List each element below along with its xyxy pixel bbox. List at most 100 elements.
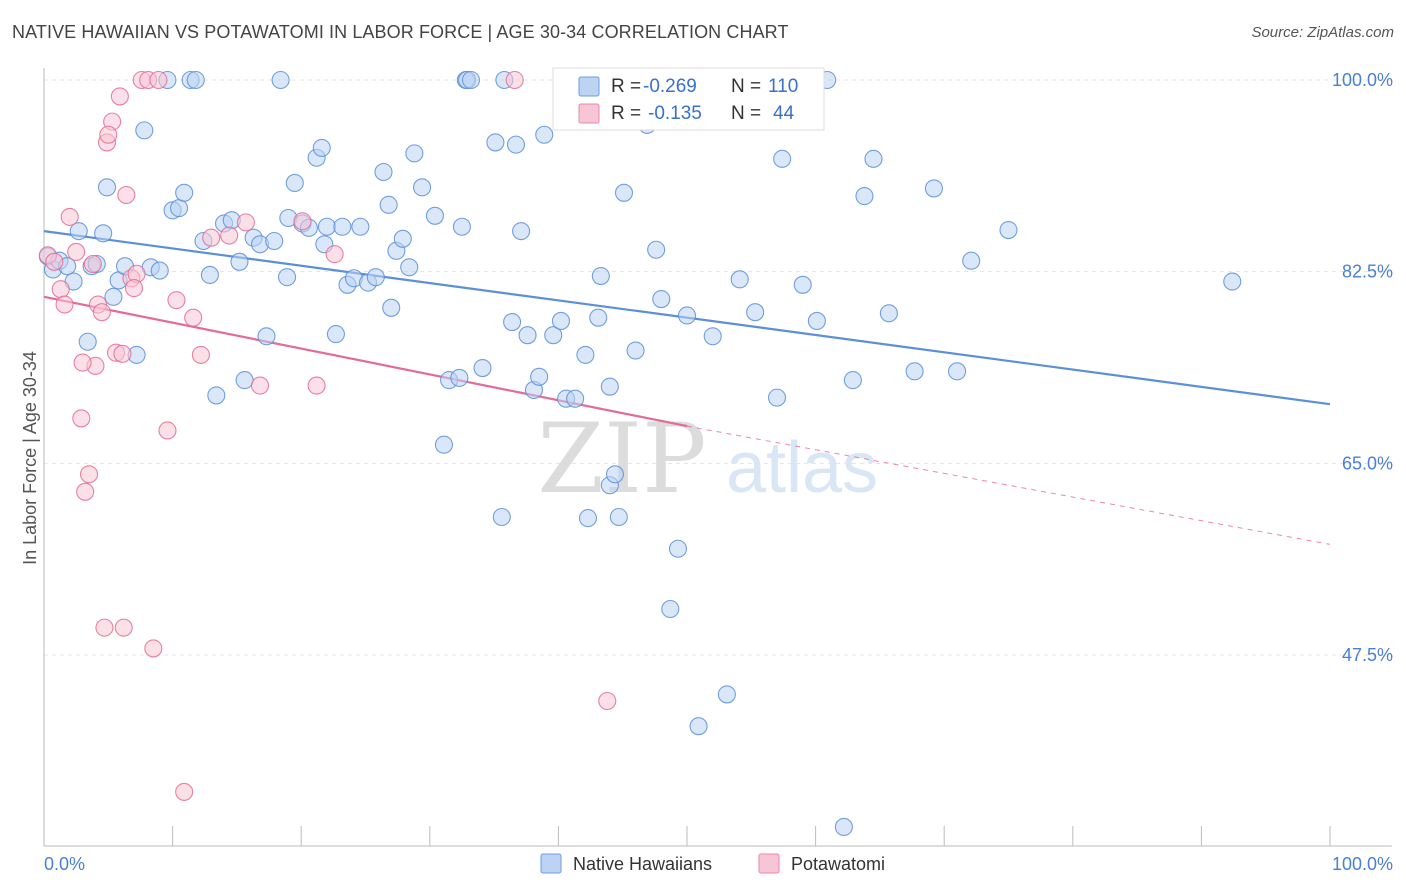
point-native-hawaiians-92 <box>689 717 708 736</box>
point-native-hawaiians-54 <box>400 258 419 277</box>
point-native-hawaiians-109 <box>1223 272 1242 291</box>
y-tick-label-1: 65.0% <box>1342 453 1393 473</box>
point-potawatomi-31 <box>202 228 221 247</box>
point-potawatomi-41 <box>99 125 118 144</box>
point-native-hawaiians-65 <box>473 358 492 378</box>
point-native-hawaiians-103 <box>879 304 898 323</box>
point-native-hawaiians-76 <box>551 311 571 331</box>
data-points <box>38 70 1242 837</box>
point-native-hawaiians-33 <box>257 327 276 346</box>
point-native-hawaiians-34 <box>265 231 284 251</box>
point-native-hawaiians-67 <box>492 507 511 527</box>
legend-label-potawatomi: Potawatomi <box>791 854 885 874</box>
point-native-hawaiians-17 <box>150 261 169 280</box>
watermark: ZIP atlas <box>537 403 878 515</box>
point-native-hawaiians-20 <box>169 199 189 218</box>
stats-swatch-native-hawaiians <box>578 76 600 97</box>
y-tick-label-3: 100.0% <box>1332 70 1393 90</box>
point-potawatomi-25 <box>149 70 168 90</box>
tick-labels: 47.5% 65.0% 82.5% 100.0% 0.0% 100.0% <box>44 70 1393 874</box>
point-native-hawaiians-81 <box>589 308 608 327</box>
point-native-hawaiians-26 <box>207 386 226 405</box>
point-native-hawaiians-75 <box>544 326 563 345</box>
point-native-hawaiians-115 <box>703 327 722 346</box>
point-native-hawaiians-112 <box>834 817 853 837</box>
point-native-hawaiians-70 <box>512 222 531 241</box>
point-native-hawaiians-119 <box>278 268 297 287</box>
point-native-hawaiians-101 <box>855 187 874 206</box>
point-potawatomi-5 <box>67 242 86 262</box>
point-potawatomi-4 <box>60 207 79 226</box>
point-potawatomi-30 <box>191 345 210 364</box>
point-native-hawaiians-89 <box>647 240 666 259</box>
y-tick-label-0: 47.5% <box>1342 645 1393 665</box>
point-native-hawaiians-64 <box>461 70 481 90</box>
point-native-hawaiians-35 <box>271 70 290 90</box>
point-native-hawaiians-110 <box>652 289 671 309</box>
stats-r-label-1: R = <box>611 76 641 97</box>
point-native-hawaiians-25 <box>200 265 219 285</box>
point-potawatomi-6 <box>72 409 91 428</box>
point-native-hawaiians-78 <box>566 389 585 408</box>
stats-n-label-1: N = <box>731 76 761 97</box>
point-potawatomi-26 <box>158 421 177 440</box>
point-potawatomi-37 <box>325 245 344 264</box>
point-native-hawaiians-47 <box>351 217 370 236</box>
point-native-hawaiians-57 <box>425 206 444 225</box>
point-potawatomi-32 <box>220 226 239 245</box>
stats-r-value-1: -0.269 <box>643 76 697 97</box>
point-potawatomi-39 <box>598 691 617 711</box>
point-potawatomi-29 <box>184 308 203 327</box>
point-native-hawaiians-53 <box>393 229 412 248</box>
point-potawatomi-38 <box>505 70 524 90</box>
stats-legend: R = -0.269 N = 110 R = -0.135 N = 44 <box>552 67 825 131</box>
point-native-hawaiians-30 <box>235 371 254 390</box>
point-native-hawaiians-29 <box>230 252 249 271</box>
point-potawatomi-33 <box>236 213 255 232</box>
point-potawatomi-36 <box>307 376 326 395</box>
point-potawatomi-9 <box>83 254 102 274</box>
point-native-hawaiians-105 <box>924 179 943 198</box>
point-native-hawaiians-43 <box>326 325 345 344</box>
point-native-hawaiians-96 <box>773 149 792 168</box>
point-native-hawaiians-90 <box>661 599 680 619</box>
point-native-hawaiians-91 <box>668 539 688 558</box>
axes <box>43 68 1392 847</box>
point-native-hawaiians-56 <box>413 178 432 197</box>
point-native-hawaiians-102 <box>864 149 883 168</box>
stats-n-value-2: 44 <box>773 103 795 124</box>
y-tick-label-2: 82.5% <box>1342 262 1393 282</box>
y-axis-label: In Labor Force | Age 30-34 <box>20 351 40 565</box>
point-potawatomi-1 <box>45 252 64 271</box>
trend-line-dashed-1 <box>686 425 1331 545</box>
x-tick-label-1: 100.0% <box>1332 854 1393 874</box>
point-potawatomi-34 <box>250 376 270 395</box>
point-native-hawaiians-117 <box>600 377 619 396</box>
point-native-hawaiians-113 <box>503 312 522 332</box>
point-potawatomi-40 <box>73 353 92 372</box>
point-potawatomi-7 <box>76 482 95 501</box>
legend-swatch-native-hawaiians <box>540 853 562 874</box>
point-potawatomi-43 <box>124 279 144 298</box>
watermark-atlas: atlas <box>726 428 878 508</box>
point-potawatomi-13 <box>95 618 114 637</box>
point-native-hawaiians-6 <box>78 332 97 351</box>
point-native-hawaiians-71 <box>518 326 537 345</box>
point-native-hawaiians-114 <box>382 298 401 317</box>
point-native-hawaiians-10 <box>97 178 117 197</box>
point-potawatomi-24 <box>144 639 163 658</box>
point-native-hawaiians-93 <box>717 685 736 704</box>
source-label: Source: ZipAtlas.com <box>1251 24 1394 41</box>
watermark-zip: ZIP <box>537 403 706 515</box>
point-native-hawaiians-5 <box>69 222 88 241</box>
point-native-hawaiians-61 <box>452 217 472 236</box>
point-native-hawaiians-23 <box>186 70 205 90</box>
point-native-hawaiians-44 <box>333 217 352 236</box>
point-native-hawaiians-104 <box>905 362 924 381</box>
chart-title: NATIVE HAWAIIAN VS POTAWATOMI IN LABOR F… <box>12 22 789 42</box>
point-native-hawaiians-97 <box>793 275 812 294</box>
point-native-hawaiians-60 <box>450 368 469 387</box>
point-native-hawaiians-21 <box>175 183 194 202</box>
point-native-hawaiians-50 <box>374 162 393 182</box>
